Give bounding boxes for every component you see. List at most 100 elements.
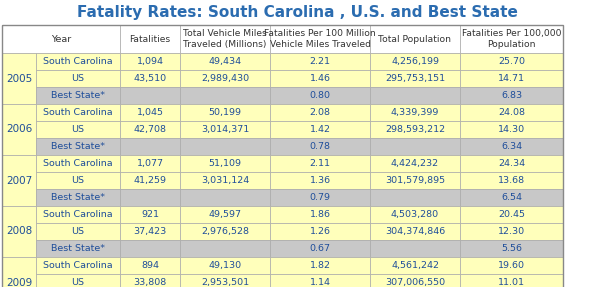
Bar [370, 206, 460, 223]
Bar [270, 70, 370, 87]
Bar [120, 104, 180, 121]
Bar [180, 155, 270, 172]
Text: 1,094: 1,094 [136, 57, 164, 66]
Text: 3,014,371: 3,014,371 [201, 125, 249, 134]
Bar [180, 138, 270, 155]
Bar [2, 257, 36, 287]
Bar [270, 257, 370, 274]
Bar [460, 121, 563, 138]
Bar [180, 189, 270, 206]
Bar [36, 257, 120, 274]
Text: 20.45: 20.45 [498, 210, 525, 219]
Text: 295,753,151: 295,753,151 [385, 74, 445, 83]
Bar [460, 87, 563, 104]
Bar [120, 189, 180, 206]
Text: 2,976,528: 2,976,528 [201, 227, 249, 236]
Text: US: US [71, 74, 84, 83]
Bar [180, 25, 270, 53]
Text: 1.36: 1.36 [309, 176, 331, 185]
Text: 24.08: 24.08 [498, 108, 525, 117]
Text: 1.14: 1.14 [309, 278, 330, 287]
Text: 43,510: 43,510 [133, 74, 167, 83]
Bar [460, 223, 563, 240]
Text: 6.83: 6.83 [501, 91, 522, 100]
Text: 19.60: 19.60 [498, 261, 525, 270]
Bar [270, 206, 370, 223]
Bar [270, 121, 370, 138]
Bar [460, 240, 563, 257]
Bar [370, 240, 460, 257]
Bar [270, 240, 370, 257]
Bar [120, 138, 180, 155]
Bar [270, 138, 370, 155]
Bar [120, 274, 180, 287]
Bar [460, 70, 563, 87]
Text: 2005: 2005 [6, 73, 32, 84]
Text: Best State*: Best State* [51, 244, 105, 253]
Text: 1,045: 1,045 [136, 108, 164, 117]
Text: 33,808: 33,808 [133, 278, 167, 287]
Bar [36, 121, 120, 138]
Text: South Carolina: South Carolina [43, 261, 113, 270]
Bar [270, 104, 370, 121]
Bar [370, 87, 460, 104]
Bar [370, 53, 460, 70]
Text: 14.30: 14.30 [498, 125, 525, 134]
Bar [460, 25, 563, 53]
Text: 13.68: 13.68 [498, 176, 525, 185]
Bar [460, 104, 563, 121]
Bar [120, 240, 180, 257]
Bar [460, 189, 563, 206]
Bar [36, 70, 120, 87]
Text: South Carolina: South Carolina [43, 159, 113, 168]
Bar [36, 206, 120, 223]
Text: Best State*: Best State* [51, 142, 105, 151]
Bar [180, 70, 270, 87]
Text: 4,424,232: 4,424,232 [391, 159, 439, 168]
Text: Fatalities Per 100 Million
Vehicle Miles Traveled: Fatalities Per 100 Million Vehicle Miles… [264, 29, 376, 49]
Text: US: US [71, 176, 84, 185]
Bar [180, 274, 270, 287]
Bar [270, 274, 370, 287]
Bar [180, 121, 270, 138]
Bar [270, 53, 370, 70]
Text: 4,503,280: 4,503,280 [391, 210, 439, 219]
Text: 49,597: 49,597 [208, 210, 242, 219]
Bar [120, 25, 180, 53]
Bar [180, 53, 270, 70]
Bar [120, 53, 180, 70]
Text: 298,593,212: 298,593,212 [385, 125, 445, 134]
Text: 49,434: 49,434 [208, 57, 242, 66]
Text: 42,708: 42,708 [133, 125, 167, 134]
Bar [120, 172, 180, 189]
Text: South Carolina: South Carolina [43, 210, 113, 219]
Text: South Carolina: South Carolina [43, 108, 113, 117]
Bar [370, 121, 460, 138]
Text: 0.78: 0.78 [309, 142, 330, 151]
Text: 304,374,846: 304,374,846 [385, 227, 445, 236]
Text: 51,109: 51,109 [208, 159, 242, 168]
Bar [120, 223, 180, 240]
Text: 1.86: 1.86 [309, 210, 330, 219]
Bar [36, 104, 120, 121]
Text: 1,077: 1,077 [136, 159, 164, 168]
Bar [370, 25, 460, 53]
Text: Best State*: Best State* [51, 193, 105, 202]
Bar [370, 172, 460, 189]
Bar [270, 87, 370, 104]
Text: 24.34: 24.34 [498, 159, 525, 168]
Text: US: US [71, 278, 84, 287]
Bar [460, 172, 563, 189]
Text: 49,130: 49,130 [208, 261, 242, 270]
Bar [180, 172, 270, 189]
Bar [460, 274, 563, 287]
Bar [180, 240, 270, 257]
Text: Best State*: Best State* [51, 91, 105, 100]
Text: 1.42: 1.42 [309, 125, 330, 134]
Bar [180, 206, 270, 223]
Bar [460, 138, 563, 155]
Bar [36, 274, 120, 287]
Text: 1.26: 1.26 [309, 227, 330, 236]
Bar [270, 25, 370, 53]
Text: 2007: 2007 [6, 175, 32, 185]
